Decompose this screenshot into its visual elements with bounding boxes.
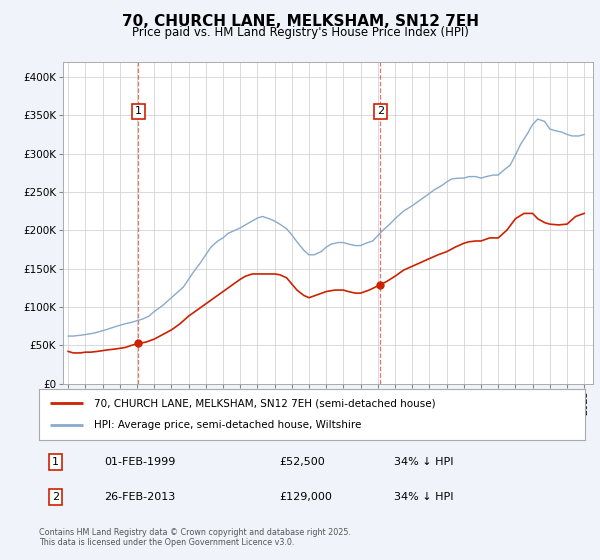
Text: Contains HM Land Registry data © Crown copyright and database right 2025.
This d: Contains HM Land Registry data © Crown c… [39,528,351,547]
Text: £52,500: £52,500 [279,457,325,467]
Text: 70, CHURCH LANE, MELKSHAM, SN12 7EH: 70, CHURCH LANE, MELKSHAM, SN12 7EH [121,14,479,29]
Text: Price paid vs. HM Land Registry's House Price Index (HPI): Price paid vs. HM Land Registry's House … [131,26,469,39]
Text: 2: 2 [377,106,384,116]
Text: 1: 1 [135,106,142,116]
Text: 34% ↓ HPI: 34% ↓ HPI [394,492,454,502]
Text: HPI: Average price, semi-detached house, Wiltshire: HPI: Average price, semi-detached house,… [94,421,361,431]
Text: 70, CHURCH LANE, MELKSHAM, SN12 7EH (semi-detached house): 70, CHURCH LANE, MELKSHAM, SN12 7EH (sem… [94,398,435,408]
Text: 2: 2 [52,492,59,502]
Text: 26-FEB-2013: 26-FEB-2013 [104,492,176,502]
Text: 1: 1 [52,457,59,467]
Text: 34% ↓ HPI: 34% ↓ HPI [394,457,454,467]
Text: £129,000: £129,000 [279,492,332,502]
Text: 01-FEB-1999: 01-FEB-1999 [104,457,176,467]
